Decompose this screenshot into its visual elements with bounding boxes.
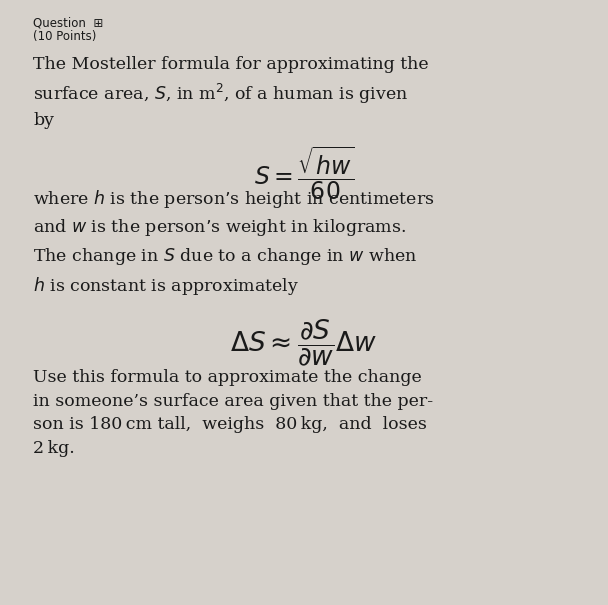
- Text: (10 Points): (10 Points): [33, 30, 97, 43]
- Text: Use this formula to approximate the change
in someone’s surface area given that : Use this formula to approximate the chan…: [33, 369, 434, 457]
- Text: where $h$ is the person’s height in centimeters
and $w$ is the person’s weight i: where $h$ is the person’s height in cent…: [33, 188, 435, 296]
- Text: $S = \dfrac{\sqrt{hw}}{60}$: $S = \dfrac{\sqrt{hw}}{60}$: [254, 144, 354, 202]
- Text: Question  ⊞: Question ⊞: [33, 17, 104, 30]
- Text: The Mosteller formula for approximating the
surface area, $S$, in m$^2$, of a hu: The Mosteller formula for approximating …: [33, 56, 429, 129]
- Text: $\Delta S \approx \dfrac{\partial S}{\partial w}\Delta w$: $\Delta S \approx \dfrac{\partial S}{\pa…: [230, 318, 378, 368]
